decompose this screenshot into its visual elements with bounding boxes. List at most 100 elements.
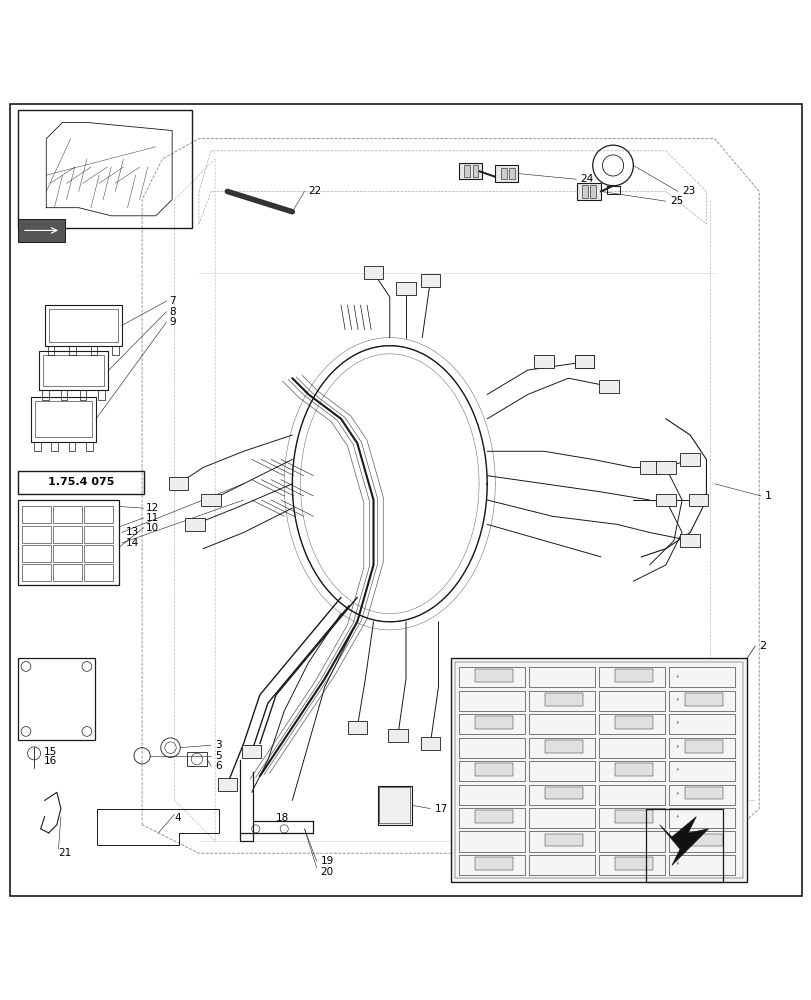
Bar: [614, 716, 652, 729]
Bar: [574, 355, 594, 368]
Bar: [22, 545, 50, 562]
Text: 14: 14: [126, 538, 139, 548]
Bar: [614, 857, 652, 870]
Bar: [668, 855, 734, 875]
Text: 21: 21: [58, 848, 71, 858]
Bar: [420, 274, 440, 287]
Bar: [528, 808, 594, 828]
Text: 1.75.4 075: 1.75.4 075: [48, 477, 114, 487]
Bar: [684, 787, 723, 799]
Text: 13: 13: [126, 527, 139, 537]
Text: 7: 7: [169, 296, 175, 306]
Text: 3: 3: [215, 740, 221, 750]
Bar: [39, 351, 108, 390]
Bar: [379, 787, 410, 823]
Bar: [98, 390, 105, 400]
Polygon shape: [659, 817, 707, 865]
Bar: [474, 716, 513, 729]
Bar: [599, 667, 664, 687]
Bar: [34, 442, 41, 451]
Text: ⚡: ⚡: [675, 767, 679, 772]
Bar: [599, 691, 664, 711]
Bar: [22, 506, 50, 523]
Bar: [528, 667, 594, 687]
Bar: [528, 691, 594, 711]
Bar: [84, 506, 113, 523]
Bar: [18, 219, 65, 242]
Bar: [91, 346, 97, 355]
Bar: [69, 346, 75, 355]
Text: 5: 5: [215, 751, 221, 761]
Bar: [84, 526, 113, 543]
Bar: [464, 165, 470, 177]
Bar: [614, 810, 652, 823]
Text: 17: 17: [434, 804, 447, 814]
Text: ⚡: ⚡: [675, 697, 679, 702]
Bar: [599, 761, 664, 781]
Text: 22: 22: [308, 186, 321, 196]
Text: 16: 16: [44, 756, 57, 766]
Bar: [48, 346, 54, 355]
Text: 1: 1: [764, 491, 771, 501]
Bar: [668, 667, 734, 687]
Bar: [169, 477, 188, 490]
Bar: [668, 691, 734, 711]
Bar: [614, 669, 652, 682]
Bar: [388, 729, 407, 742]
Bar: [42, 390, 49, 400]
Bar: [458, 163, 481, 179]
Bar: [53, 526, 82, 543]
Bar: [680, 534, 699, 547]
Text: 6: 6: [215, 761, 221, 771]
Bar: [655, 461, 675, 474]
Bar: [22, 564, 50, 581]
Bar: [53, 506, 82, 523]
Bar: [599, 714, 664, 734]
Bar: [45, 305, 122, 346]
Bar: [599, 738, 664, 758]
Bar: [69, 442, 75, 451]
Text: ⚡: ⚡: [675, 791, 679, 796]
Bar: [544, 834, 582, 846]
Bar: [500, 168, 506, 179]
Bar: [18, 658, 95, 740]
Bar: [508, 168, 514, 179]
Text: ⚡: ⚡: [675, 861, 679, 866]
Text: 2: 2: [758, 641, 766, 651]
Bar: [474, 810, 513, 823]
Text: 12: 12: [145, 503, 158, 513]
Bar: [472, 165, 478, 177]
Bar: [574, 355, 594, 368]
Bar: [544, 787, 582, 799]
Text: 9: 9: [169, 317, 175, 327]
Bar: [49, 309, 118, 342]
Bar: [590, 185, 595, 198]
Bar: [474, 763, 513, 776]
Bar: [474, 669, 513, 682]
Bar: [187, 752, 207, 766]
Bar: [668, 808, 734, 828]
Bar: [668, 738, 734, 758]
Bar: [53, 564, 82, 581]
Bar: [450, 658, 746, 882]
Bar: [581, 185, 587, 198]
Bar: [458, 691, 524, 711]
Bar: [458, 738, 524, 758]
Bar: [688, 494, 707, 506]
Bar: [458, 808, 524, 828]
Bar: [680, 453, 699, 466]
Bar: [528, 738, 594, 758]
Bar: [84, 564, 113, 581]
Bar: [185, 518, 204, 531]
Bar: [599, 808, 664, 828]
Bar: [528, 831, 594, 852]
Bar: [655, 494, 675, 506]
Bar: [495, 165, 517, 182]
Bar: [614, 763, 652, 776]
Bar: [668, 785, 734, 805]
Bar: [420, 737, 440, 750]
Bar: [599, 785, 664, 805]
Bar: [599, 855, 664, 875]
Bar: [668, 714, 734, 734]
Bar: [61, 390, 67, 400]
